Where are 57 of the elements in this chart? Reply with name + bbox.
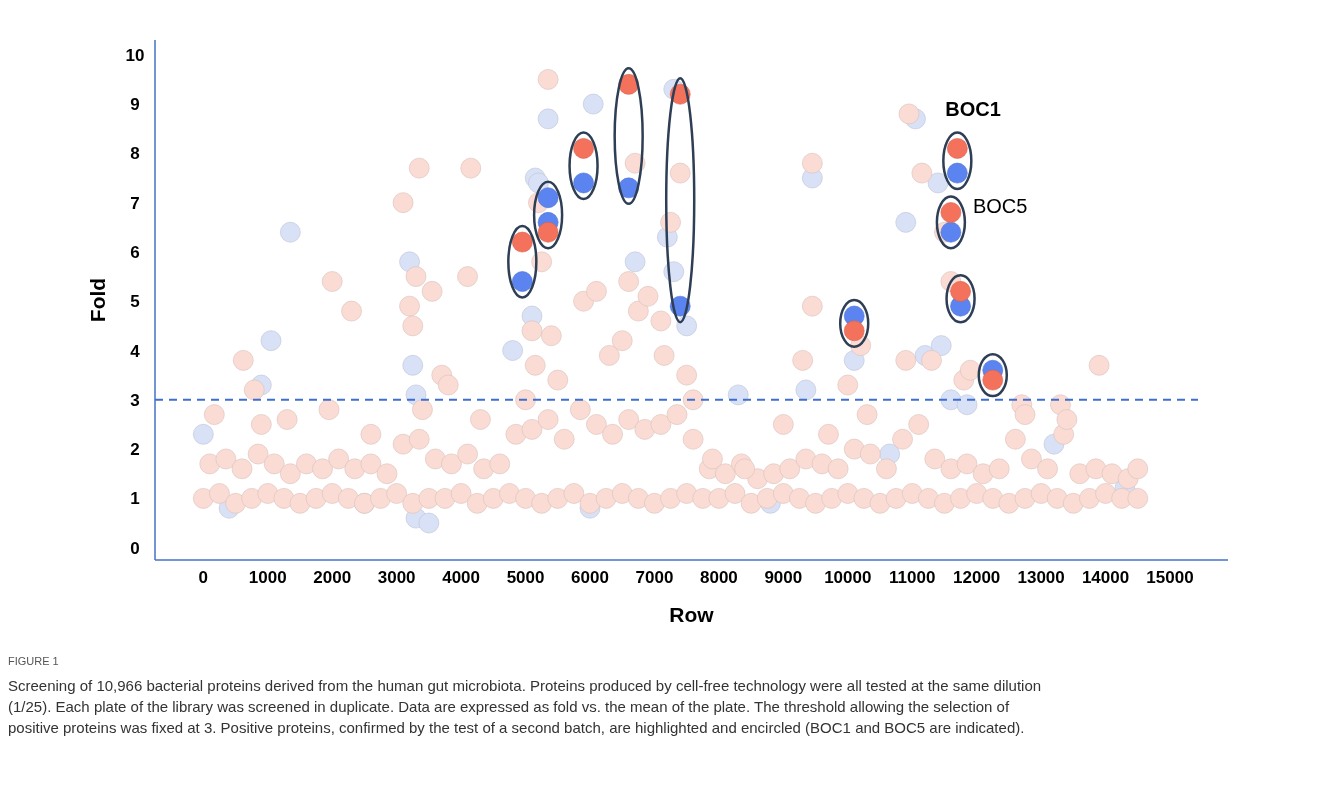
- y-tick-label: 4: [130, 341, 141, 361]
- point: [537, 108, 559, 130]
- point: [511, 231, 533, 253]
- y-tick-label: 9: [130, 95, 140, 115]
- point: [279, 221, 301, 243]
- point: [402, 354, 424, 376]
- point: [956, 394, 978, 416]
- x-tick-label: 13000: [1017, 568, 1065, 587]
- annotation: BOC5: [972, 194, 1028, 217]
- y-tick-label: 2: [130, 440, 140, 460]
- y-tick-label: 7: [130, 193, 140, 213]
- y-tick-label: 0: [130, 538, 140, 558]
- point: [946, 162, 968, 184]
- x-tick-label: 10000: [824, 568, 872, 587]
- point: [192, 423, 214, 445]
- x-tick-label: 12000: [953, 568, 1001, 587]
- point: [927, 172, 949, 194]
- point: [727, 384, 749, 406]
- point: [624, 251, 646, 273]
- y-axis-title: Fold: [86, 277, 109, 323]
- y-tick-label: 1: [130, 489, 140, 509]
- y-tick-label: 3: [130, 390, 140, 410]
- x-tick-label: 7000: [635, 568, 674, 587]
- y-tick-label: 10: [125, 45, 145, 65]
- x-tick-label: 11000: [889, 568, 936, 587]
- x-axis-title: Row: [669, 603, 715, 626]
- point: [573, 172, 595, 194]
- x-tick-label: 2000: [313, 568, 352, 587]
- point: [418, 512, 440, 534]
- x-tick-label: 0: [198, 568, 209, 587]
- point: [573, 137, 595, 159]
- x-tick-label: 8000: [699, 568, 738, 587]
- point: [676, 315, 698, 337]
- point: [946, 137, 968, 159]
- x-tick-label: 6000: [571, 568, 609, 587]
- x-tick-label: 9000: [764, 568, 803, 587]
- x-tick-label: 15000: [1146, 568, 1194, 587]
- point: [795, 379, 817, 401]
- point: [502, 340, 524, 362]
- y-tick-label: 6: [130, 242, 140, 262]
- y-tick-label: 5: [130, 292, 140, 312]
- x-tick-label: 4000: [442, 568, 481, 587]
- x-tick-label: 1000: [248, 568, 287, 587]
- y-tick-label: 8: [130, 144, 140, 164]
- x-tick-label: 3000: [377, 568, 416, 587]
- caption: FIGURE 1: [8, 655, 59, 667]
- point: [895, 211, 917, 233]
- x-tick-label: 5000: [506, 568, 545, 587]
- point: [537, 187, 559, 209]
- point: [537, 221, 559, 243]
- text: Screening of 10,966 bacterial proteins derived from the human gut microbiota. Proteins produced by cell-free technology were all tested at the same dilution (1/25). Each plate of the library was screened in duplicate. Data are expressed as fold vs. the mean of the plate. The threshold allowing the selection of positive proteins was fixed at 3. Positive proteins, confirmed by the test of a second batch, are highlighted and encircled (BOC1 and BOC5 are indicated).: [8, 677, 1042, 736]
- point: [930, 335, 952, 357]
- x-tick-label: 14000: [1081, 568, 1130, 587]
- annotation: BOC1: [945, 98, 1001, 121]
- point: [582, 93, 604, 115]
- point: [260, 330, 282, 352]
- point: [511, 271, 533, 293]
